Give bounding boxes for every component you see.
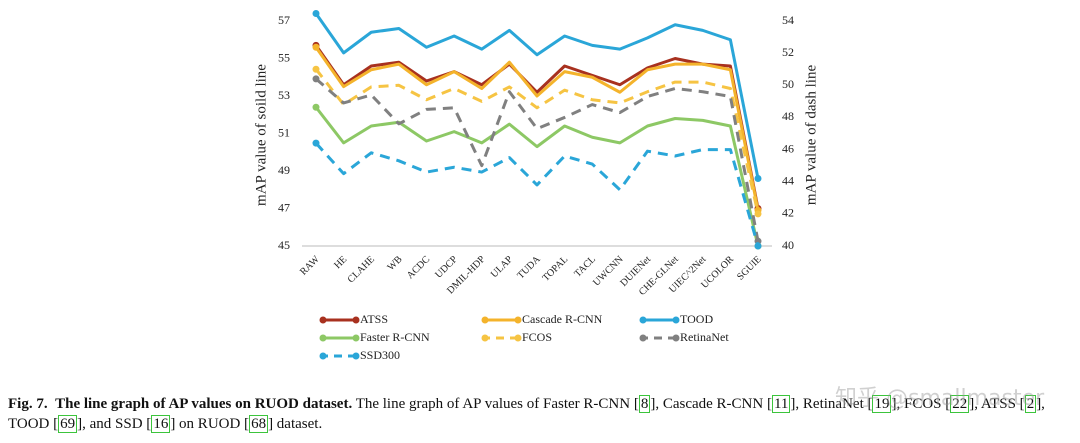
y-tick-label: 55 <box>278 50 290 64</box>
x-tick-label: HE <box>332 254 349 271</box>
citation[interactable]: 11 <box>771 395 791 413</box>
end-marker <box>754 175 762 182</box>
caption-text: ] on RUOD [ <box>170 416 250 432</box>
series-line <box>314 106 760 247</box>
y-tick-label: 57 <box>278 13 290 27</box>
citation[interactable]: 68 <box>249 415 269 433</box>
legend-dot <box>352 316 360 324</box>
y-tick-label: 53 <box>278 88 290 102</box>
y-axis-label: mAP value of soild line <box>253 64 269 206</box>
series-line <box>314 142 760 247</box>
end-marker <box>312 10 320 17</box>
citation[interactable]: 22 <box>950 395 970 413</box>
end-marker <box>312 43 320 51</box>
caption-text: ], Cascade R-CNN [ <box>650 396 772 412</box>
legend-dot <box>319 334 327 342</box>
legend-dot <box>481 334 489 342</box>
caption-text: ], and SSD [ <box>77 416 152 432</box>
legend-label: Faster R-CNN <box>360 330 430 344</box>
legend-dot <box>672 334 680 342</box>
legend-label: ATSS <box>360 312 388 326</box>
caption-label: Fig. 7. <box>8 396 48 412</box>
y2-tick-label: 50 <box>782 77 794 91</box>
legend-dot <box>514 334 522 342</box>
y2-tick-label: 54 <box>782 13 794 27</box>
caption-text: ], FCOS [ <box>891 396 951 412</box>
series-line <box>314 68 760 215</box>
y2-tick-label: 46 <box>782 141 794 155</box>
legend-label: TOOD <box>680 312 713 326</box>
watermark: 知乎 @smallmaster <box>835 386 1045 411</box>
end-marker <box>312 139 320 147</box>
series-line <box>314 12 760 179</box>
y-tick-label: 47 <box>278 200 290 214</box>
chart: mAP value of soild line mAP value of das… <box>253 10 819 362</box>
legend-dot <box>514 316 522 324</box>
x-tick-label: TUDA <box>515 253 543 281</box>
y2-tick-label: 44 <box>782 173 794 187</box>
citation[interactable]: 69 <box>58 415 78 433</box>
legend-dot <box>319 352 327 360</box>
end-marker <box>754 242 762 250</box>
series-line <box>314 46 760 211</box>
y2-tick-label: 52 <box>782 45 794 59</box>
y2-tick-label: 42 <box>782 206 794 220</box>
legend-label: Cascade R-CNN <box>522 312 603 326</box>
legend-label: RetinaNet <box>680 330 729 344</box>
y-tick-label: 49 <box>278 163 290 177</box>
end-marker <box>312 65 320 73</box>
legend-dot <box>639 334 647 342</box>
y-tick-label: 45 <box>278 238 290 252</box>
x-tick-label: RAW <box>298 254 322 278</box>
caption-text: The line graph of AP values of Faster R-… <box>355 396 639 412</box>
legend-dot <box>319 316 327 324</box>
legend-dot <box>639 316 647 324</box>
caption-title: The line graph of AP values on RUOD data… <box>55 396 353 412</box>
legend-dot <box>672 316 680 324</box>
legend-dot <box>352 352 360 360</box>
citation[interactable]: 8 <box>638 395 651 413</box>
end-marker <box>754 210 762 218</box>
x-tick-label: TACL <box>572 254 598 280</box>
y2-tick-label: 48 <box>782 109 794 123</box>
y2-axis-label: mAP value of dash line <box>803 65 819 206</box>
citation[interactable]: 19 <box>872 395 892 413</box>
series-line <box>315 77 760 242</box>
legend-dot <box>352 334 360 342</box>
legend-label: FCOS <box>522 330 552 344</box>
x-tick-label: WB <box>385 254 404 273</box>
x-tick-label: SGUIE <box>735 254 764 283</box>
legend-dot <box>481 316 489 324</box>
x-tick-label: ACDC <box>405 254 433 282</box>
caption: Fig. 7. The line graph of AP values on R… <box>8 394 1072 434</box>
legend-label: SSD300 <box>360 348 400 362</box>
citation[interactable]: 2 <box>1024 395 1037 413</box>
x-tick-label: CLAHE <box>346 254 377 285</box>
citation[interactable]: 16 <box>151 415 171 433</box>
x-tick-label: ULAP <box>489 254 516 281</box>
end-marker <box>312 75 320 83</box>
y2-tick-label: 40 <box>782 238 794 252</box>
end-marker <box>312 103 320 111</box>
y-tick-label: 51 <box>278 125 290 139</box>
x-tick-label: TOPAL <box>541 254 571 284</box>
caption-text: ], TOOD [ <box>8 396 1045 432</box>
caption-text: ], ATSS [ <box>969 396 1025 412</box>
series-line <box>314 44 760 209</box>
caption-text: ] dataset. <box>268 416 323 432</box>
caption-text: ], RetinaNet [ <box>790 396 873 412</box>
